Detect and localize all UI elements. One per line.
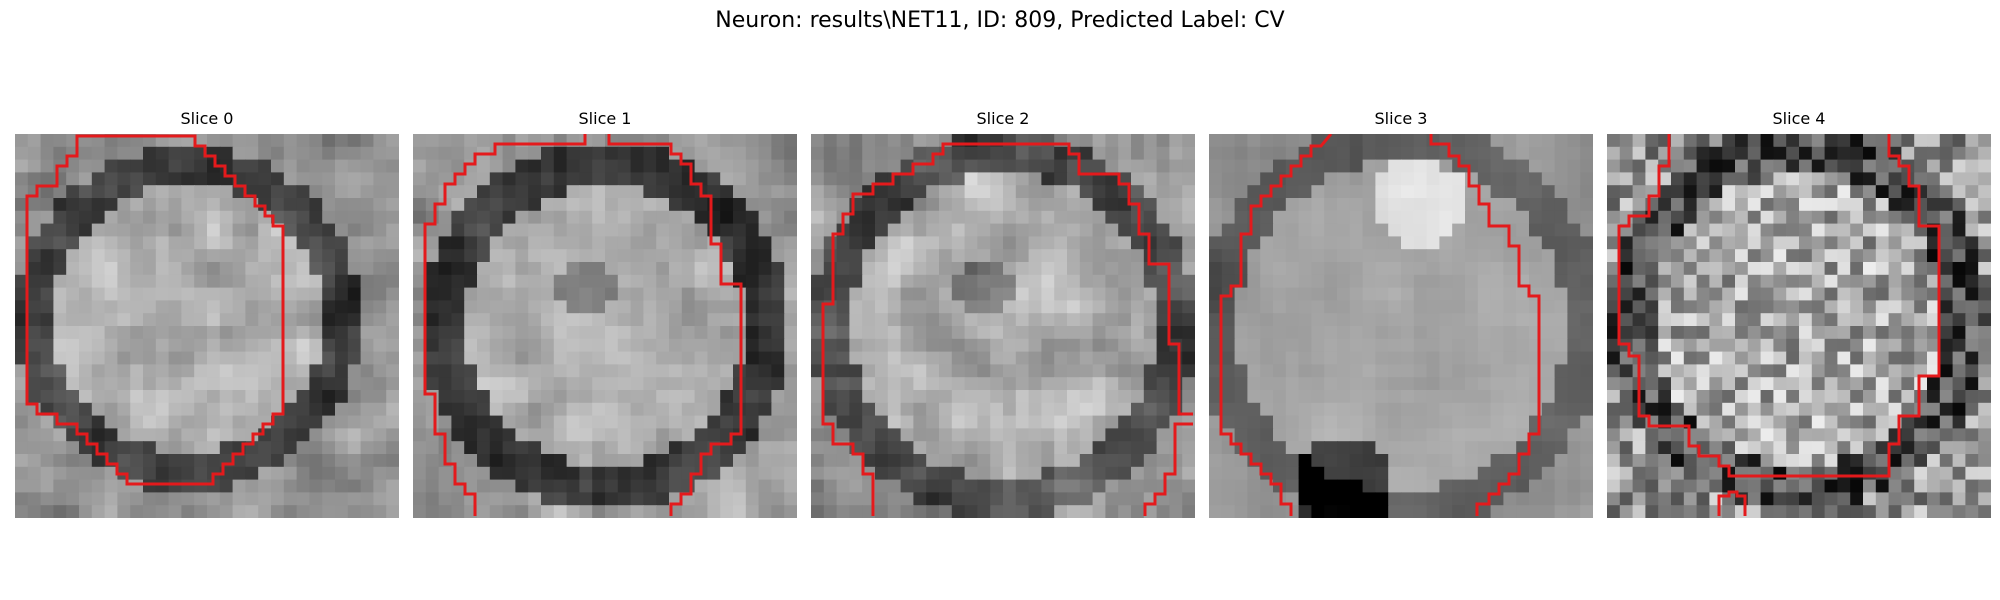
slice-4-pixels: [1607, 134, 1991, 518]
slice-0-title: Slice 0: [180, 109, 234, 128]
slice-4-title: Slice 4: [1772, 109, 1826, 128]
slice-3-image: [1209, 134, 1593, 518]
slice-0-contour: [25, 134, 285, 486]
slice-2-pixels: [811, 134, 1195, 518]
slice-4-image: [1607, 134, 1991, 518]
slice-2-title: Slice 2: [976, 109, 1030, 128]
slice-1-title: Slice 1: [578, 109, 632, 128]
slice-1-image: [413, 134, 797, 518]
figure-title: Neuron: results\NET11, ID: 809, Predicte…: [715, 8, 1285, 33]
slice-3-title: Slice 3: [1374, 109, 1428, 128]
slice-0-pixels: [15, 134, 399, 518]
slice-0-image: [15, 134, 399, 518]
slice-2-image: [811, 134, 1195, 518]
slice-3-contour: [1219, 134, 1541, 516]
slice-1-contour: [423, 134, 743, 516]
slice-2-contour: [821, 142, 1193, 516]
slice-1-pixels: [413, 134, 797, 518]
slice-4-contour: [1617, 134, 1941, 516]
slice-3-pixels: [1209, 134, 1593, 518]
